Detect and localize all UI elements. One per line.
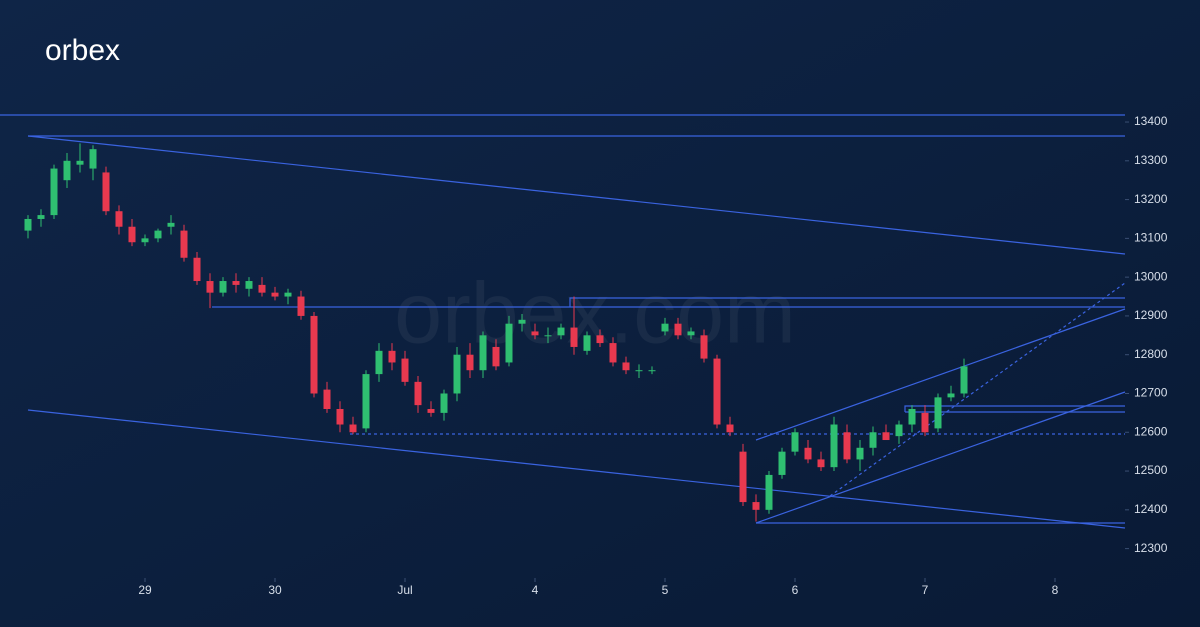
candle-body <box>154 230 162 239</box>
candle-body <box>427 409 435 413</box>
logo: orbex <box>45 34 120 67</box>
candle-body <box>921 412 929 433</box>
candle-body <box>453 354 461 394</box>
x-tick-label: 5 <box>662 583 669 597</box>
candle-body <box>24 218 32 231</box>
candle-body <box>258 284 266 293</box>
candle-body <box>609 343 617 363</box>
candle-body <box>466 354 474 371</box>
candle-body <box>37 215 45 219</box>
y-tick-label: 13200 <box>1134 192 1168 206</box>
candle-body <box>336 409 344 425</box>
candle-body <box>778 451 786 475</box>
candle-body <box>362 374 370 429</box>
candle-body <box>232 281 240 285</box>
y-tick-label: 12600 <box>1134 424 1168 438</box>
candle-body <box>206 281 214 293</box>
candle-body <box>869 432 877 448</box>
candle-body <box>791 432 799 452</box>
y-tick-label: 12500 <box>1134 463 1168 477</box>
x-tick-label: 30 <box>268 583 282 597</box>
candle-body <box>310 315 318 394</box>
trend-lines <box>0 114 1126 529</box>
candle-body <box>284 292 292 297</box>
y-tick-label: 12300 <box>1134 541 1168 555</box>
x-tick-label: 8 <box>1052 583 1059 597</box>
y-tick-label: 12400 <box>1134 502 1168 516</box>
y-tick-label: 12900 <box>1134 308 1168 322</box>
y-tick-label: 13300 <box>1134 153 1168 167</box>
candle-body <box>583 335 591 351</box>
candle-body <box>297 296 305 316</box>
candle-body <box>648 370 656 372</box>
candle-body <box>518 319 526 324</box>
y-tick-label: 13000 <box>1134 269 1168 283</box>
x-tick-label: 29 <box>138 583 152 597</box>
candle-body <box>219 281 227 293</box>
candle-body <box>700 335 708 359</box>
candle-body <box>739 451 747 503</box>
candle-body <box>414 381 422 406</box>
candle-body <box>687 331 695 336</box>
candle-body <box>180 230 188 258</box>
candle-body <box>76 160 84 165</box>
candle-body <box>245 281 253 289</box>
candle-body <box>492 346 500 367</box>
candle-body <box>570 327 578 347</box>
candle-body <box>856 447 864 460</box>
candle-body <box>388 350 396 363</box>
candle-body <box>505 323 513 363</box>
candle-body <box>50 168 58 216</box>
candle-body <box>830 424 838 468</box>
y-tick-label: 12700 <box>1134 386 1168 400</box>
candle-body <box>882 432 890 441</box>
candle-body <box>596 335 604 344</box>
candle-body <box>752 502 760 510</box>
candle-body <box>713 358 721 425</box>
candle-body <box>557 327 565 336</box>
x-tick-label: 6 <box>792 583 799 597</box>
candle-body <box>726 424 734 433</box>
candle-body <box>661 323 669 332</box>
candle-body <box>895 424 903 437</box>
candle-body <box>115 211 123 227</box>
candle-body <box>89 149 97 169</box>
candle-body <box>440 393 448 413</box>
candle-body <box>765 474 773 510</box>
candle-body <box>349 424 357 433</box>
candle-body <box>531 331 539 336</box>
candle-body <box>141 238 149 243</box>
x-tick-label: 4 <box>532 583 539 597</box>
candle-body <box>960 366 968 394</box>
candle-body <box>674 323 682 336</box>
watermark: orbex.com <box>394 266 796 362</box>
candle-body <box>934 397 942 429</box>
candle-body <box>947 393 955 398</box>
y-tick-label: 12800 <box>1134 347 1168 361</box>
candle-body <box>544 335 552 337</box>
candle-body <box>622 362 630 371</box>
candle-body <box>102 172 110 212</box>
x-tick-label: 7 <box>922 583 929 597</box>
candle-body <box>128 226 136 243</box>
candle-body <box>323 389 331 409</box>
candle-body <box>167 222 175 227</box>
candle-body <box>63 160 71 181</box>
candle-body <box>271 292 279 297</box>
x-tick-label: Jul <box>397 583 412 597</box>
y-tick-label: 13100 <box>1134 231 1168 245</box>
candle-body <box>843 432 851 460</box>
y-tick-label: 13400 <box>1134 114 1168 128</box>
candle-body <box>375 350 383 375</box>
candle-body <box>479 335 487 371</box>
candle-body <box>804 447 812 460</box>
candle-body <box>193 257 201 282</box>
candle-body <box>635 370 643 372</box>
candle-body <box>908 409 916 425</box>
candle-body <box>401 358 409 382</box>
candle-body <box>817 459 825 468</box>
